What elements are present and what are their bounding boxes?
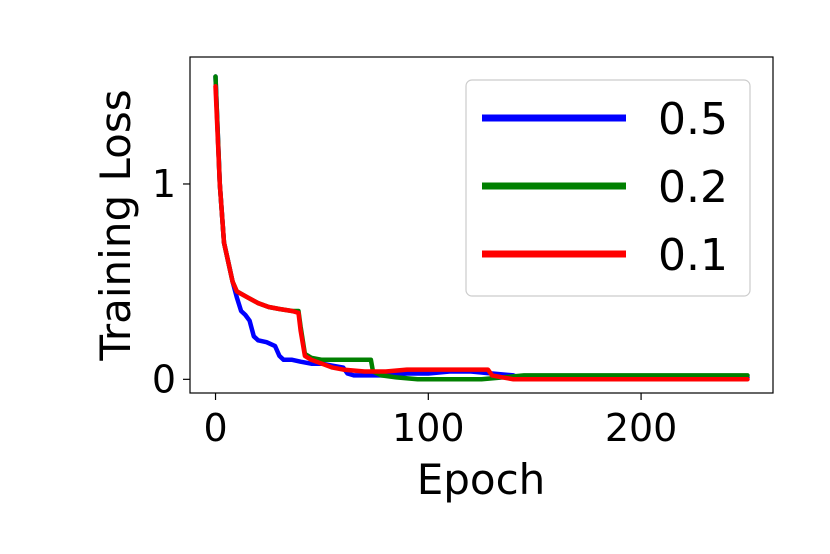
y-axis-label: Training Loss bbox=[91, 89, 140, 361]
legend-label-1: 0.2 bbox=[658, 162, 728, 213]
y-tick-label-1: 1 bbox=[152, 162, 176, 206]
x-axis-ticks: 0 100 200 bbox=[203, 393, 677, 450]
series-line-2 bbox=[213, 84, 750, 382]
y-tick-label-0: 0 bbox=[152, 357, 176, 401]
y-axis-ticks: 01 bbox=[152, 162, 190, 401]
legend-label-2: 0.1 bbox=[658, 230, 728, 281]
x-tick-label-0: 0 bbox=[203, 406, 227, 450]
legend-label-0: 0.5 bbox=[658, 94, 728, 145]
plot-frame bbox=[189, 56, 774, 394]
x-axis-label: Epoch bbox=[417, 455, 546, 504]
x-tick-label-1: 100 bbox=[392, 406, 465, 450]
legend: 0.5 0.2 0.1 bbox=[465, 79, 751, 297]
x-tick-label-2: 200 bbox=[605, 406, 678, 450]
series-layer bbox=[213, 74, 750, 382]
